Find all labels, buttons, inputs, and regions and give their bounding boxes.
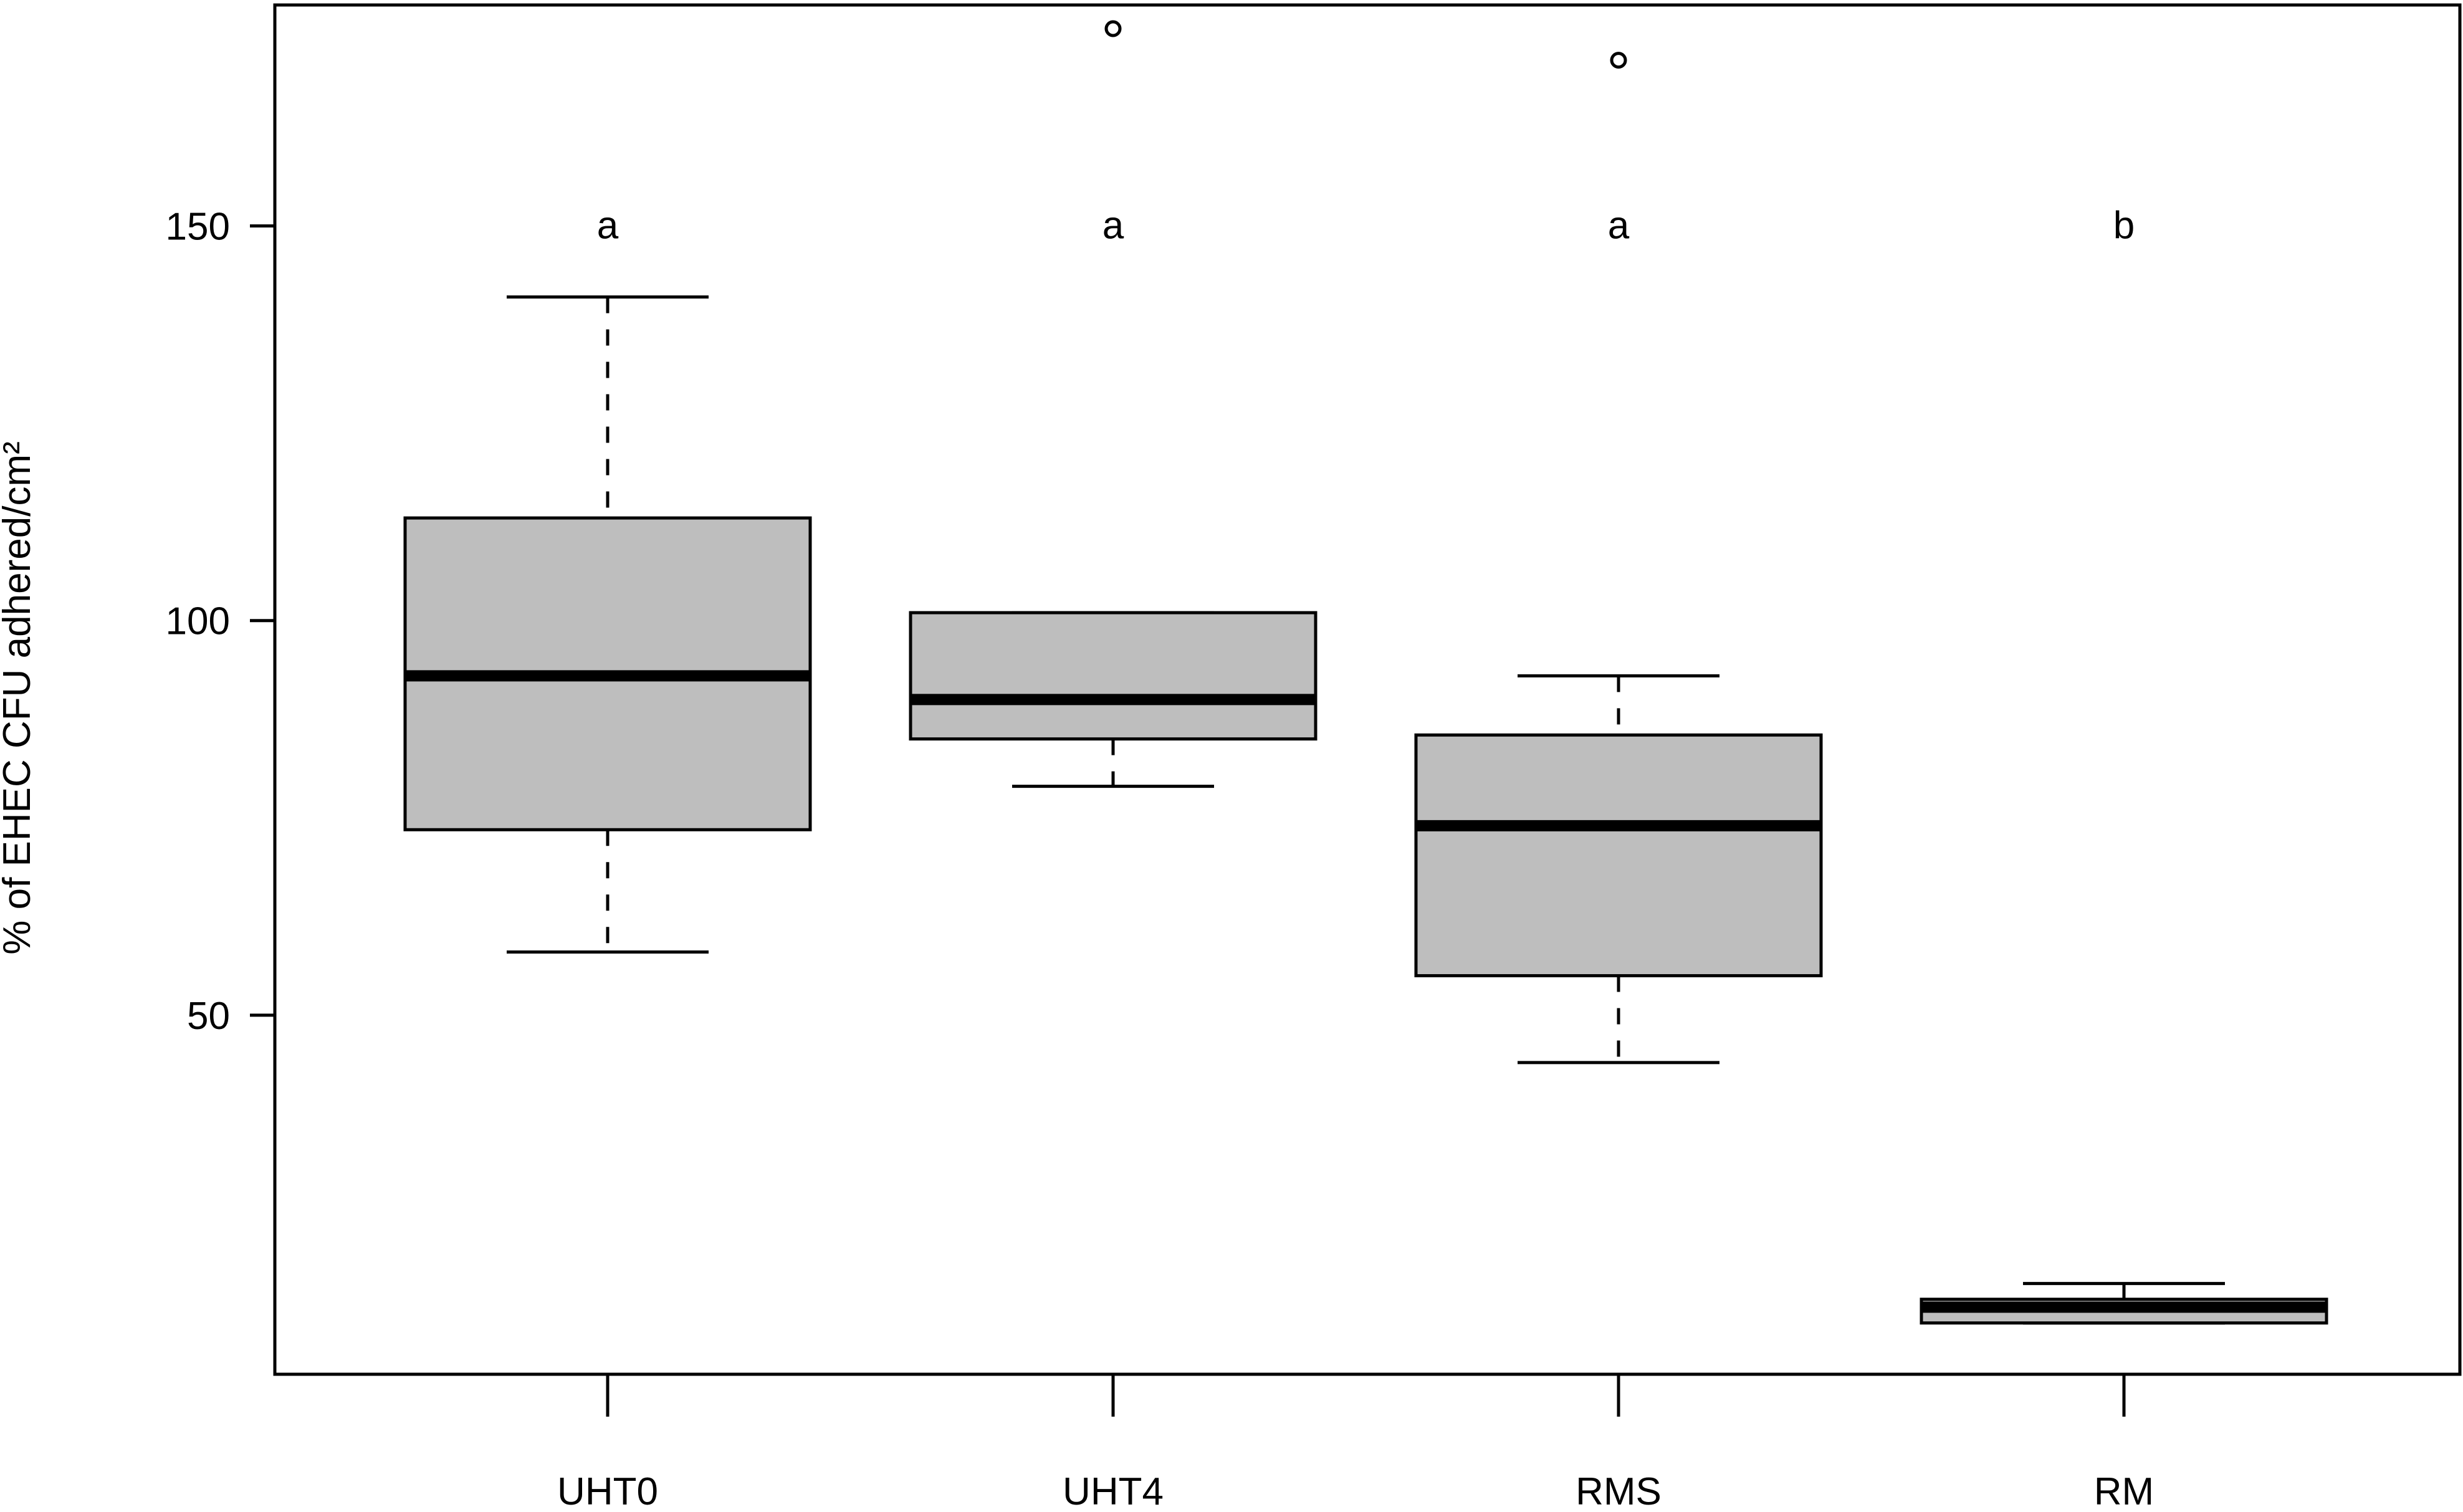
outlier-point [1104, 20, 1122, 37]
box-rms [1414, 52, 1823, 1065]
group-letter-rms: a [1608, 204, 1630, 247]
y-axis-label: % of EHEC CFU adhered/cm² [0, 441, 39, 954]
box-body [1414, 733, 1823, 978]
box-series [403, 20, 2328, 1325]
x-tick-label: RMS [1576, 1470, 1662, 1512]
group-letter-rm: b [2113, 204, 2135, 247]
box-rm [1920, 1281, 2328, 1325]
box-uht4 [909, 20, 1318, 788]
y-tick-label: 150 [166, 206, 230, 249]
y-axis: 50 100 150 [166, 206, 275, 1038]
x-tick-label: UHT0 [557, 1470, 658, 1512]
group-letter-uht0: a [597, 204, 619, 247]
box-uht0 [403, 295, 812, 954]
outlier-point [1610, 52, 1627, 69]
plot-frame [273, 3, 2462, 1376]
group-letter-uht4: a [1102, 204, 1124, 247]
x-tick-label: UHT4 [1063, 1470, 1164, 1512]
y-tick-label: 50 [187, 995, 230, 1038]
box-body [909, 611, 1318, 741]
x-axis: UHT0 UHT4 RMS RM [557, 1374, 2154, 1512]
y-tick-label: 100 [166, 600, 230, 643]
x-tick-label: RM [2094, 1470, 2154, 1512]
